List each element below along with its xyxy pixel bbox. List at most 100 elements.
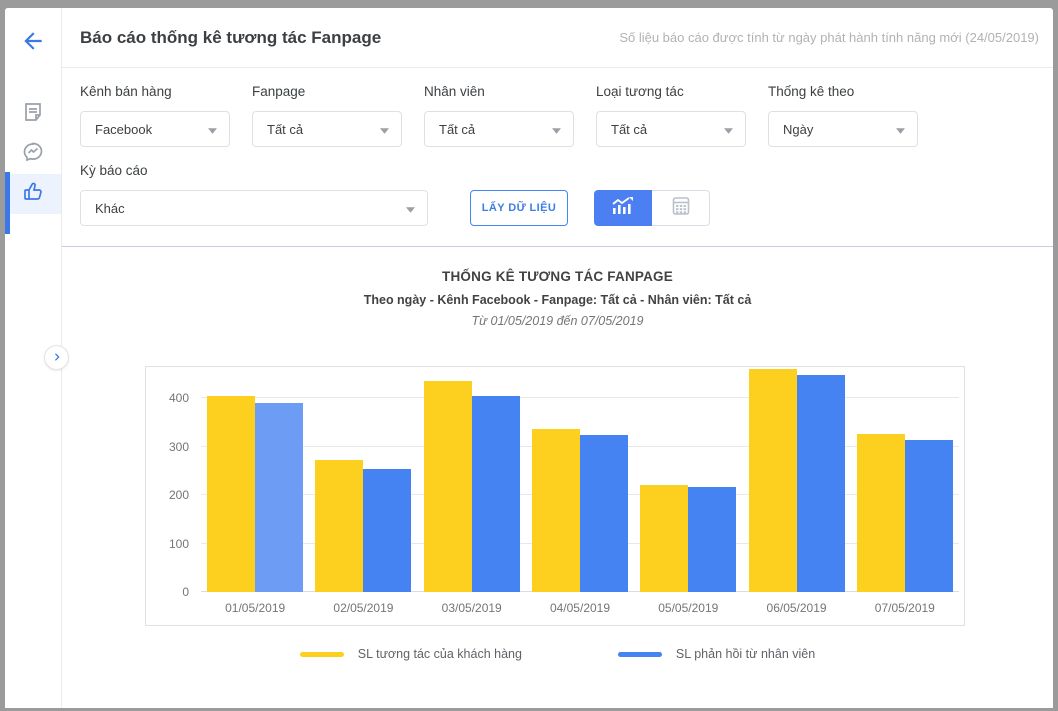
y-axis-tick-label: 0 <box>149 585 189 599</box>
table-view-button[interactable] <box>652 190 710 226</box>
chevron-down-icon <box>724 122 733 137</box>
sales-channel-select[interactable]: Facebook <box>80 111 230 147</box>
filter-stat-by: Thống kê theo Ngày <box>768 84 918 147</box>
bar-SL tương tác của khách hàng-05/05/2019[interactable] <box>640 485 688 592</box>
filter-label: Kỳ báo cáo <box>80 163 1035 178</box>
x-axis-tick-label: 01/05/2019 <box>201 601 309 615</box>
select-value: Tất cả <box>439 122 475 137</box>
y-axis-tick-label: 300 <box>149 440 189 454</box>
bar-SL tương tác của khách hàng-07/05/2019[interactable] <box>857 434 905 592</box>
select-value: Tất cả <box>267 122 303 137</box>
legend-swatch <box>618 652 662 657</box>
bar-group-03/05/2019: 03/05/2019 <box>418 367 526 592</box>
get-data-button[interactable]: LẤY DỮ LIỆU <box>470 190 568 226</box>
bar-group-05/05/2019: 05/05/2019 <box>634 367 742 592</box>
page-title: Báo cáo thống kê tương tác Fanpage <box>80 28 381 48</box>
sidebar-item-messenger[interactable] <box>5 134 61 174</box>
chevron-down-icon <box>896 122 905 137</box>
legend-item[interactable]: SL phản hồi từ nhân viên <box>618 647 815 661</box>
bar-group-02/05/2019: 02/05/2019 <box>309 367 417 592</box>
bar-SL phản hồi từ nhân viên-06/05/2019[interactable] <box>797 375 845 592</box>
bar-SL phản hồi từ nhân viên-04/05/2019[interactable] <box>580 435 628 592</box>
chart-date-range: Từ 01/05/2019 đến 07/05/2019 <box>62 314 1053 328</box>
select-value: Khác <box>95 201 125 216</box>
bar-group-06/05/2019: 06/05/2019 <box>742 367 850 592</box>
legend-label: SL phản hồi từ nhân viên <box>676 647 815 661</box>
bar-SL phản hồi từ nhân viên-02/05/2019[interactable] <box>363 469 411 592</box>
filter-label: Nhân viên <box>424 84 574 99</box>
bar-group-01/05/2019: 01/05/2019 <box>201 367 309 592</box>
x-axis-tick-label: 02/05/2019 <box>309 601 417 615</box>
back-button[interactable] <box>20 30 46 56</box>
bar-SL phản hồi từ nhân viên-07/05/2019[interactable] <box>905 440 953 592</box>
filter-label: Loại tương tác <box>596 84 746 99</box>
bar-SL phản hồi từ nhân viên-01/05/2019[interactable] <box>255 403 303 592</box>
chevron-down-icon <box>552 122 561 137</box>
y-axis-tick-label: 400 <box>149 391 189 405</box>
legend-label: SL tương tác của khách hàng <box>358 647 522 661</box>
select-value: Tất cả <box>611 122 647 137</box>
filter-fanpage: Fanpage Tất cả <box>252 84 402 147</box>
x-axis-tick-label: 07/05/2019 <box>851 601 959 615</box>
filter-panel: Kênh bán hàng Facebook Fanpage Tất cả Nh… <box>62 68 1053 247</box>
app-window: Báo cáo thống kê tương tác Fanpage Số li… <box>5 8 1053 708</box>
bar-SL tương tác của khách hàng-06/05/2019[interactable] <box>749 369 797 592</box>
chevron-down-icon <box>380 122 389 137</box>
filter-row-1: Kênh bán hàng Facebook Fanpage Tất cả Nh… <box>80 84 1035 147</box>
bar-SL phản hồi từ nhân viên-03/05/2019[interactable] <box>472 396 520 592</box>
x-axis-tick-label: 06/05/2019 <box>742 601 850 615</box>
chart-view-button[interactable] <box>594 190 652 226</box>
chart-title: THỐNG KÊ TƯƠNG TÁC FANPAGE <box>62 269 1053 284</box>
chart-legend: SL tương tác của khách hàng SL phản hồi t… <box>62 647 1053 661</box>
bar-group-04/05/2019: 04/05/2019 <box>526 367 634 592</box>
x-axis-tick-label: 04/05/2019 <box>526 601 634 615</box>
report-period-select[interactable]: Khác <box>80 190 428 226</box>
x-axis-tick-label: 03/05/2019 <box>418 601 526 615</box>
select-value: Ngày <box>783 122 813 137</box>
view-toggle <box>594 190 710 226</box>
select-value: Facebook <box>95 122 152 137</box>
filter-sales-channel: Kênh bán hàng Facebook <box>80 84 230 147</box>
chevron-down-icon <box>208 122 217 137</box>
thumb-up-icon <box>21 180 45 209</box>
expand-sidebar-button[interactable] <box>44 345 69 370</box>
chevron-right-icon <box>52 349 62 367</box>
y-axis-tick-label: 200 <box>149 488 189 502</box>
filter-staff: Nhân viên Tất cả <box>424 84 574 147</box>
bar-groups: 01/05/201902/05/201903/05/201904/05/2019… <box>201 367 959 592</box>
filter-row-2: Kỳ báo cáo Khác LẤY DỮ LIỆU <box>80 163 1035 226</box>
interaction-type-select[interactable]: Tất cả <box>596 111 746 147</box>
bar-SL tương tác của khách hàng-01/05/2019[interactable] <box>207 396 255 592</box>
bar-chart-icon <box>610 195 636 222</box>
filter-label: Thống kê theo <box>768 84 918 99</box>
fanpage-select[interactable]: Tất cả <box>252 111 402 147</box>
bar-SL tương tác của khách hàng-03/05/2019[interactable] <box>424 381 472 592</box>
chevron-down-icon <box>406 201 415 216</box>
report-section: THỐNG KÊ TƯƠNG TÁC FANPAGE Theo ngày - K… <box>62 247 1053 708</box>
header-note: Số liệu báo cáo được tính từ ngày phát h… <box>619 30 1039 45</box>
page-header: Báo cáo thống kê tương tác Fanpage Số li… <box>62 8 1053 68</box>
chart-subtitle: Theo ngày - Kênh Facebook - Fanpage: Tất… <box>62 293 1053 307</box>
bar-SL phản hồi từ nhân viên-05/05/2019[interactable] <box>688 487 736 592</box>
legend-item[interactable]: SL tương tác của khách hàng <box>300 647 522 661</box>
y-axis-tick-label: 100 <box>149 537 189 551</box>
x-axis-tick-label: 05/05/2019 <box>634 601 742 615</box>
messenger-icon <box>21 140 45 169</box>
back-arrow-icon <box>20 28 46 59</box>
table-grid-icon <box>670 195 692 222</box>
bar-SL tương tác của khách hàng-04/05/2019[interactable] <box>532 429 580 592</box>
sidebar-item-report-note[interactable] <box>5 94 61 134</box>
legend-swatch <box>300 652 344 657</box>
sidebar-nav <box>5 94 61 214</box>
stat-by-select[interactable]: Ngày <box>768 111 918 147</box>
filter-label: Kênh bán hàng <box>80 84 230 99</box>
bar-SL tương tác của khách hàng-02/05/2019[interactable] <box>315 460 363 592</box>
filter-label: Fanpage <box>252 84 402 99</box>
filter-interaction-type: Loại tương tác Tất cả <box>596 84 746 147</box>
chart-plot-area: 010020030040001/05/201902/05/201903/05/2… <box>201 367 959 592</box>
staff-select[interactable]: Tất cả <box>424 111 574 147</box>
sidebar-item-fanpage-interaction[interactable] <box>5 174 61 214</box>
report-note-icon <box>21 100 45 129</box>
main-content: Báo cáo thống kê tương tác Fanpage Số li… <box>62 8 1053 708</box>
bar-group-07/05/2019: 07/05/2019 <box>851 367 959 592</box>
